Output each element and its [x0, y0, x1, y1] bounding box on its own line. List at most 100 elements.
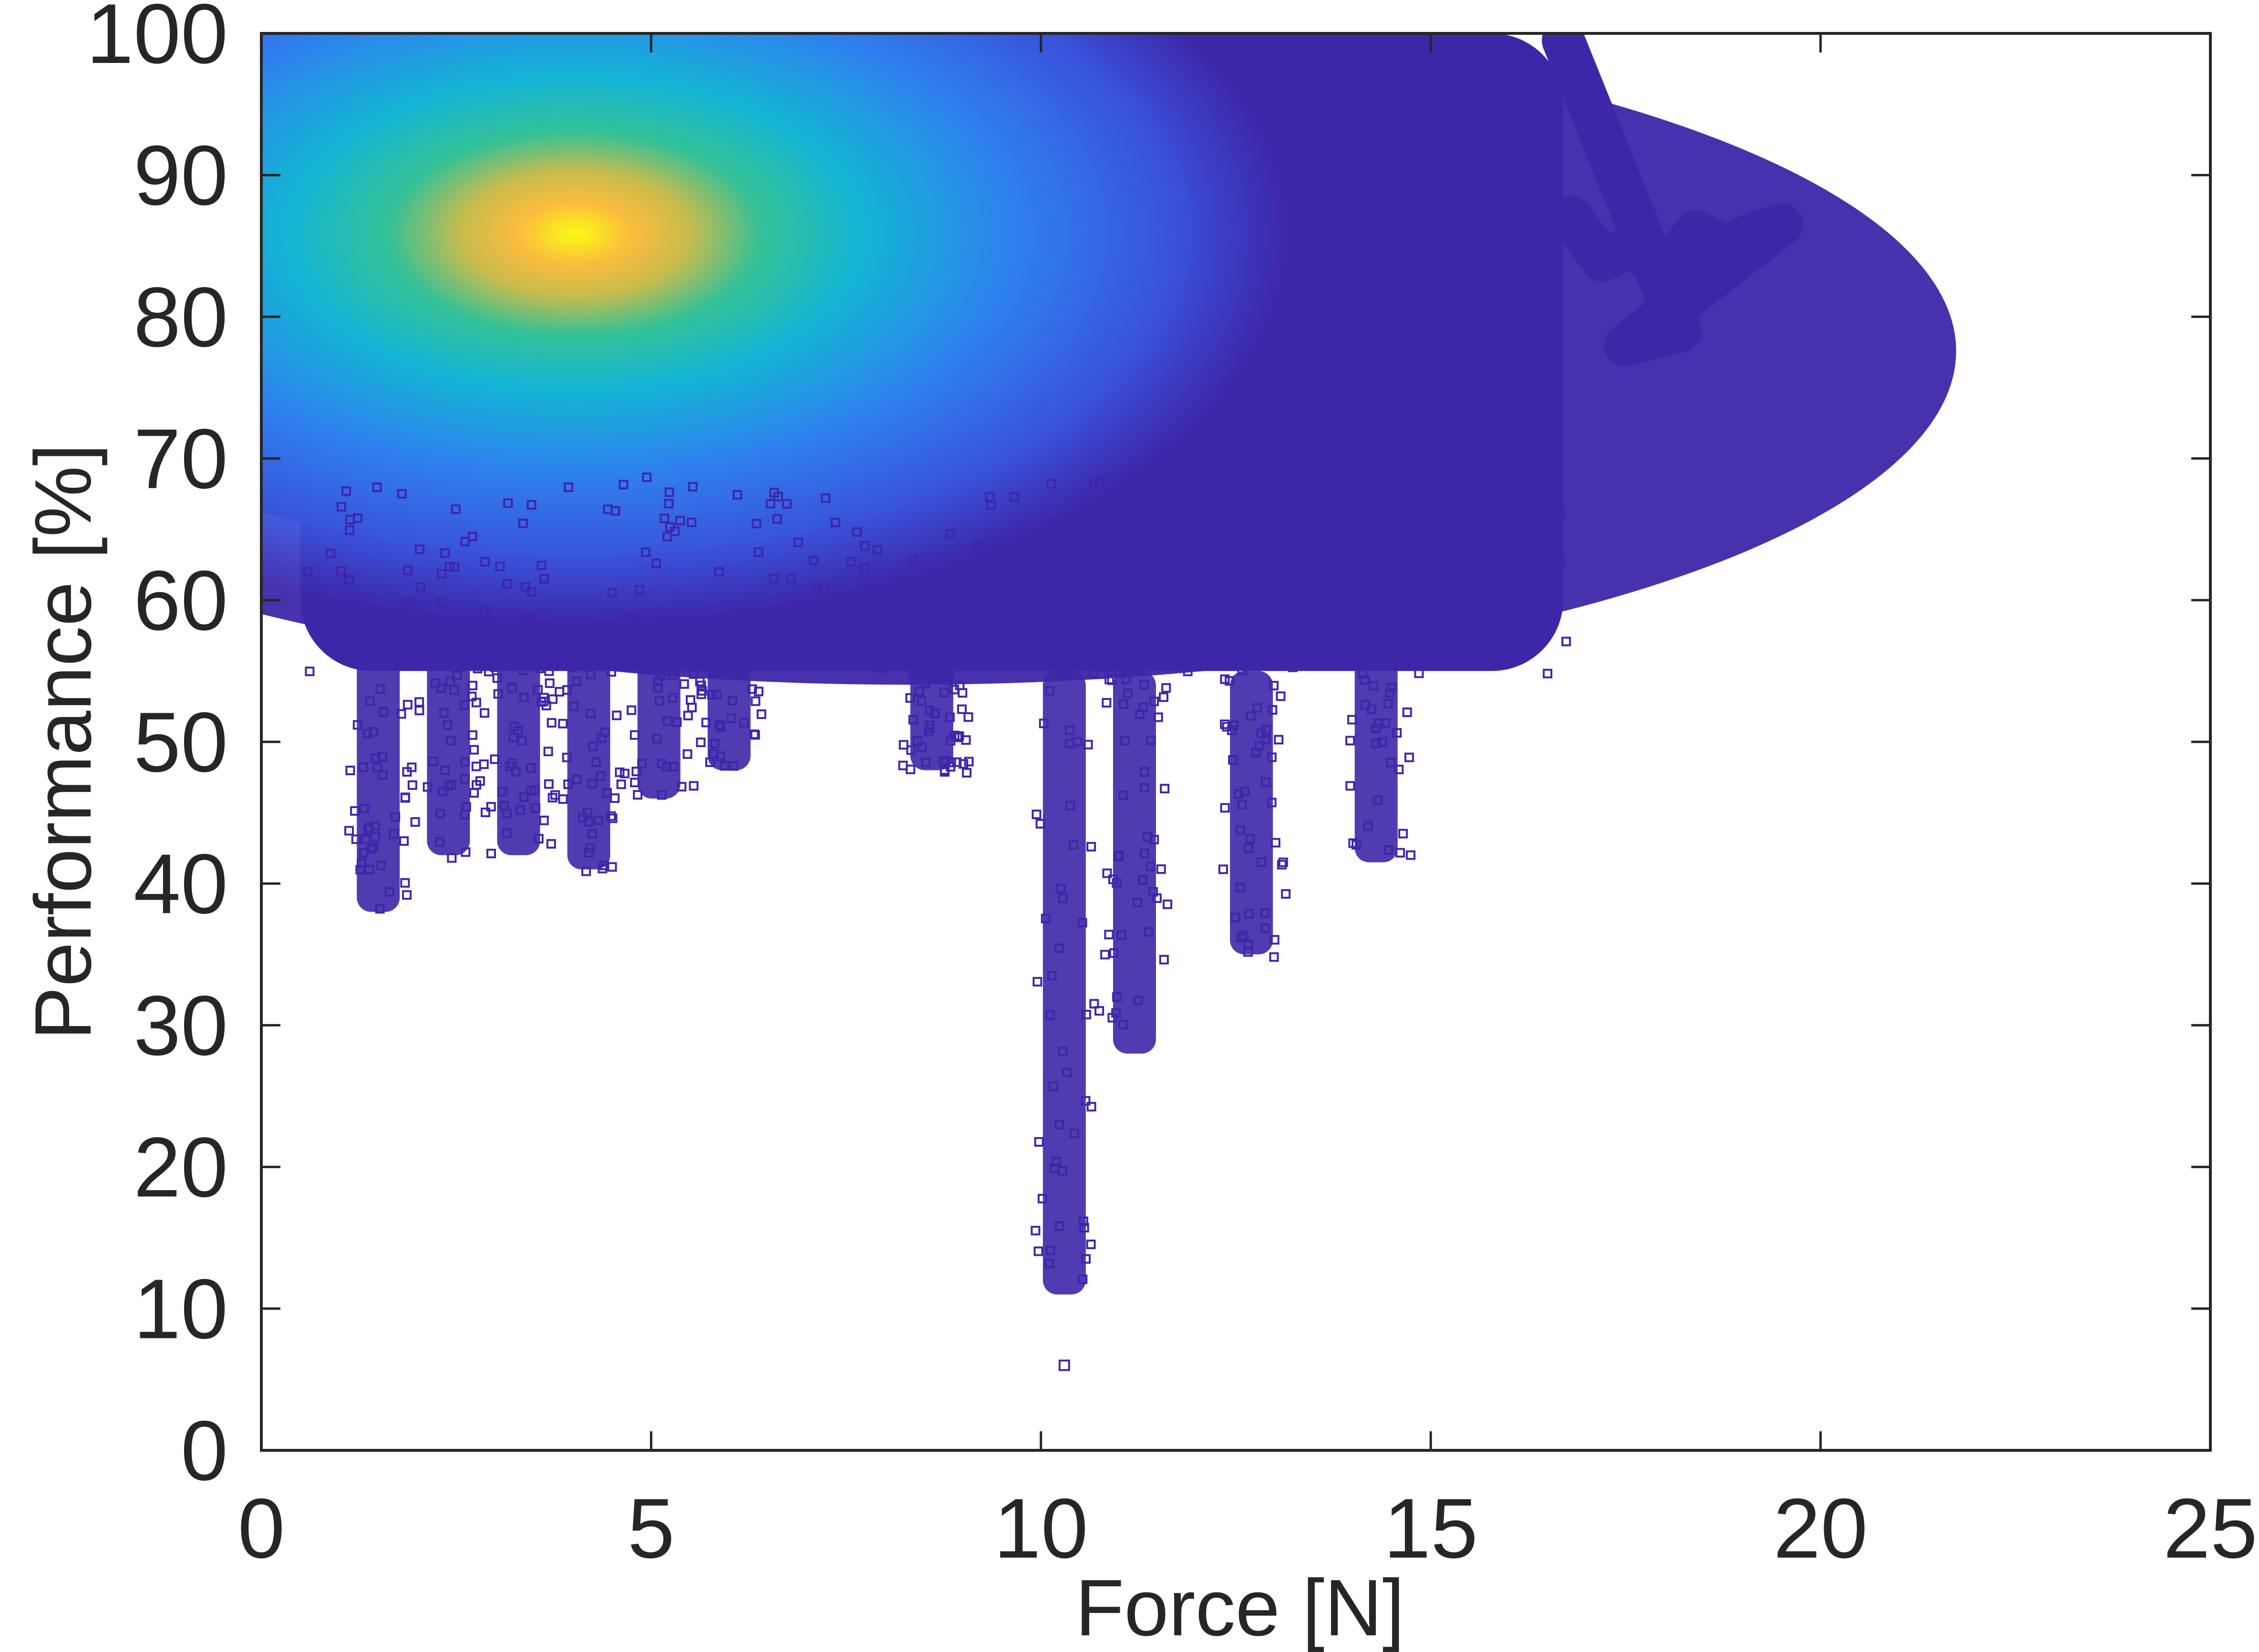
data-point	[651, 558, 661, 568]
data-point	[550, 790, 560, 800]
data-point	[515, 805, 525, 815]
data-point	[1565, 212, 1577, 224]
y-tick-label: 10	[134, 1262, 228, 1356]
x-tick-label: 0	[238, 1481, 285, 1576]
data-point	[1225, 658, 1235, 668]
low-streak-band	[1113, 671, 1156, 1054]
data-point	[1065, 725, 1075, 735]
data-point	[558, 794, 568, 804]
data-point	[1432, 515, 1442, 525]
tail-band	[1542, 33, 1702, 353]
data-point	[1236, 882, 1246, 893]
data-point	[668, 693, 678, 703]
data-point	[502, 828, 512, 838]
data-point	[1466, 600, 1476, 610]
data-point	[572, 677, 582, 687]
data-point	[1209, 540, 1219, 550]
data-point	[1105, 507, 1115, 517]
y-tick-label: 20	[134, 1120, 228, 1215]
data-point	[860, 541, 870, 551]
data-point	[1160, 655, 1170, 665]
data-point	[612, 710, 622, 720]
data-point	[378, 770, 388, 780]
data-point	[303, 566, 313, 576]
data-point	[480, 708, 490, 718]
low-streak-band	[1230, 671, 1273, 954]
data-point	[707, 661, 717, 671]
data-point	[452, 670, 462, 680]
data-point	[809, 555, 819, 565]
data-point	[563, 779, 573, 789]
data-point	[1011, 581, 1021, 591]
data-point	[1044, 516, 1054, 526]
data-point	[626, 613, 636, 623]
data-point	[1383, 845, 1393, 855]
data-point	[588, 779, 598, 789]
data-point	[437, 569, 447, 579]
data-point	[1288, 662, 1298, 672]
data-point	[905, 693, 915, 703]
data-point	[400, 878, 410, 888]
data-point	[1294, 582, 1304, 592]
y-tick-label: 70	[134, 411, 228, 506]
data-point	[1387, 682, 1397, 692]
data-point	[518, 665, 528, 675]
data-point	[610, 793, 620, 803]
data-point	[1434, 584, 1444, 594]
data-point	[368, 727, 378, 737]
data-point	[1454, 583, 1464, 593]
data-point	[1438, 631, 1448, 641]
data-point	[1133, 995, 1143, 1006]
data-point	[958, 688, 968, 698]
data-point	[443, 720, 453, 730]
data-point	[593, 815, 603, 825]
y-tick-label: 80	[134, 269, 228, 364]
data-point	[1046, 560, 1056, 570]
data-point	[486, 849, 496, 859]
y-tick-label: 30	[134, 978, 228, 1073]
data-point	[1017, 589, 1027, 599]
data-point	[1721, 240, 1733, 252]
data-point	[572, 774, 582, 784]
data-point	[517, 736, 527, 746]
data-point	[399, 836, 409, 846]
data-point	[1269, 681, 1279, 691]
data-point	[1246, 711, 1256, 721]
data-point	[1270, 838, 1280, 848]
data-point	[1220, 674, 1230, 684]
data-point	[1058, 893, 1068, 903]
data-point	[407, 780, 417, 790]
data-point	[605, 626, 615, 636]
data-point	[539, 574, 549, 584]
data-point	[714, 567, 724, 577]
data-point	[461, 802, 471, 812]
data-point	[1245, 834, 1255, 844]
data-point	[389, 829, 399, 839]
data-point	[1113, 852, 1123, 862]
data-point	[451, 504, 461, 514]
data-point	[1085, 520, 1095, 530]
data-point	[1309, 594, 1319, 604]
data-point	[460, 700, 470, 710]
data-point	[1523, 482, 1533, 493]
data-point	[1077, 918, 1087, 928]
data-point	[715, 751, 725, 761]
data-point	[1385, 687, 1395, 698]
data-point	[1045, 686, 1055, 696]
data-point	[1222, 722, 1232, 732]
data-point	[686, 695, 696, 705]
data-point	[689, 781, 699, 791]
data-point	[1260, 923, 1270, 933]
data-point	[1261, 735, 1271, 745]
x-tick-label: 10	[994, 1481, 1088, 1576]
low-streak-band	[1042, 671, 1086, 1295]
data-point	[1340, 656, 1350, 666]
x-tick-label: 20	[1774, 1481, 1868, 1576]
data-point	[679, 679, 689, 689]
data-point	[1269, 935, 1279, 945]
data-point	[435, 837, 445, 847]
data-point	[916, 627, 926, 637]
data-point	[1102, 868, 1112, 878]
data-point	[1303, 512, 1313, 522]
data-point	[396, 709, 406, 719]
